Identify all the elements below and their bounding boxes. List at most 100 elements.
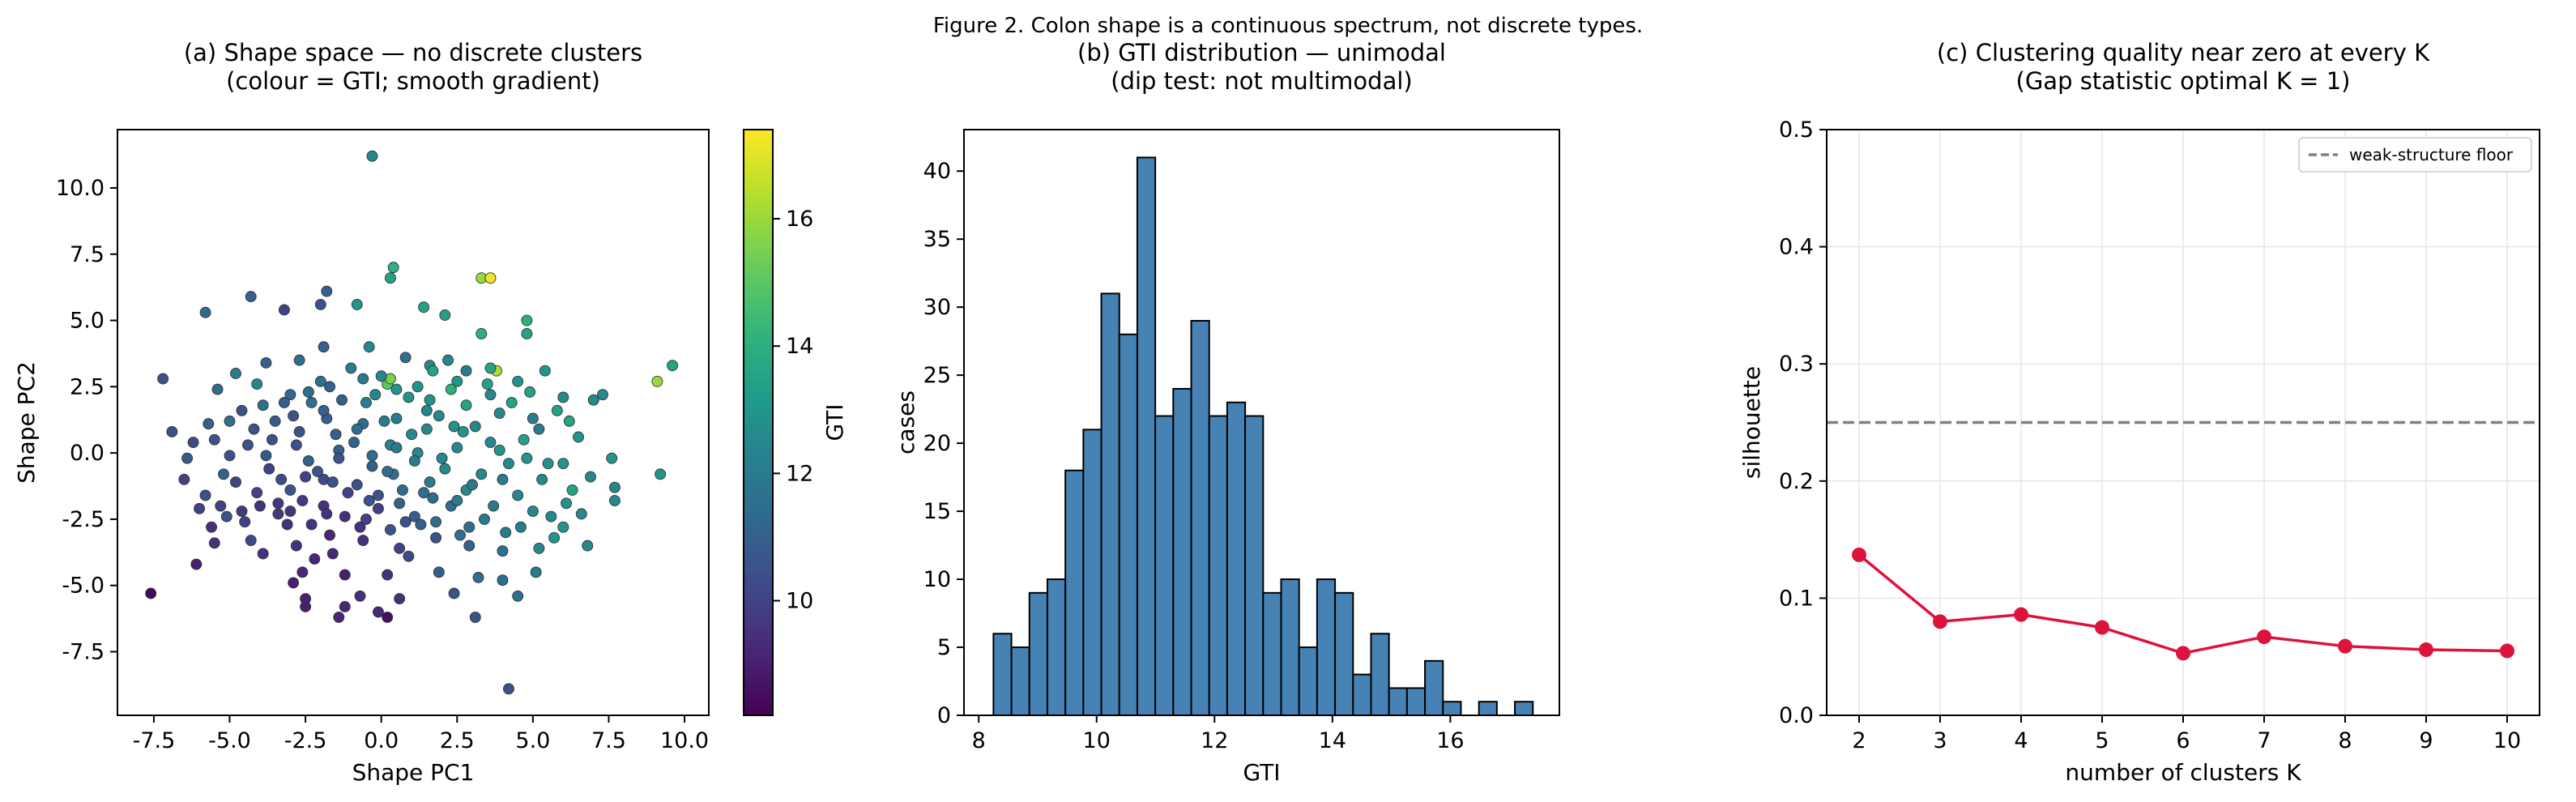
scatter-point-214 <box>309 553 321 565</box>
scatter-point-21 <box>399 352 412 364</box>
scatter-point-117 <box>448 587 460 599</box>
scatter-point-174 <box>505 397 518 408</box>
scatter-point-71 <box>608 481 621 493</box>
scatter-point-216 <box>203 418 215 430</box>
x-tick-label-c-7: 9 <box>2419 728 2433 753</box>
scatter-point-105 <box>245 535 257 547</box>
histogram-bar-29 <box>1514 701 1534 716</box>
silhouette-point-8 <box>2500 643 2514 659</box>
x-tick-label-c-5: 7 <box>2257 728 2271 753</box>
scatter-point-178 <box>533 423 545 435</box>
scatter-point-134 <box>236 404 248 416</box>
scatter-point-54 <box>248 423 260 435</box>
scatter-point-128 <box>145 587 157 599</box>
scatter-point-94 <box>557 521 569 533</box>
scatter-point-215 <box>403 550 415 562</box>
histogram-bar-6 <box>1100 292 1120 717</box>
scatter-point-194 <box>394 497 406 510</box>
scatter-point-83 <box>199 489 211 501</box>
scatter-point-9 <box>278 304 290 316</box>
colorbar-label: GTI <box>821 403 848 441</box>
y-tick-label-b-3: 15 <box>923 499 951 524</box>
scatter-point-81 <box>284 484 296 496</box>
scatter-point-207 <box>406 429 418 441</box>
scatter-point-88 <box>339 510 351 523</box>
scatter-point-97 <box>533 542 545 554</box>
x-tick-label-c-1: 3 <box>1933 728 1947 753</box>
scatter-point-227 <box>257 399 269 412</box>
histogram-bar-18 <box>1316 578 1337 716</box>
y-tick-label-c-1: 0.1 <box>1779 586 1814 611</box>
scatter-point-3 <box>387 262 399 274</box>
scatter-point-157 <box>403 391 415 403</box>
scatter-point-66 <box>484 437 497 448</box>
histogram-bar-3 <box>1046 578 1067 716</box>
scatter-point-219 <box>575 508 587 520</box>
x-tick-label-c-3: 5 <box>2095 728 2109 753</box>
scatter-point-167 <box>463 521 476 533</box>
x-tick-label-c-8: 10 <box>2493 728 2521 753</box>
histogram-bar-22 <box>1388 687 1408 716</box>
histogram-bar-7 <box>1118 333 1138 716</box>
histogram-bar-15 <box>1262 591 1282 716</box>
histogram-bar-27 <box>1478 701 1498 716</box>
y-tick-label-b-0: 0 <box>937 703 951 728</box>
scatter-point-24 <box>260 356 272 369</box>
scatter-point-130 <box>187 437 199 448</box>
x-tick-label-b-4: 16 <box>1436 728 1464 753</box>
scatter-point-56 <box>166 426 178 437</box>
scatter-point-206 <box>382 466 394 477</box>
panel-a-scatter: -7.5 -5.0 -2.5 0.0 2.5 5.0 7.5 10.0 -7.5 -5.0 -2.5… <box>13 39 848 786</box>
histogram-bar-8 <box>1136 156 1157 716</box>
scatter-point-85 <box>239 516 251 528</box>
histogram-bar-11 <box>1190 319 1210 716</box>
scatter-point-44 <box>597 389 608 401</box>
scatter-point-42 <box>557 391 569 403</box>
x-tick-label-b-1: 10 <box>1083 728 1111 753</box>
scatter-point-93 <box>514 521 527 533</box>
histogram-bar-5 <box>1082 429 1102 716</box>
histogram-bar-0 <box>992 633 1013 717</box>
scatter-point-84 <box>215 500 227 512</box>
panel-title-b-line1: (b) GTI distribution — unimodal <box>1077 39 1446 66</box>
scatter-point-0 <box>366 150 378 162</box>
scatter-point-171 <box>488 500 500 512</box>
colorbar-tick-label-1: 12 <box>786 461 813 486</box>
scatter-point-162 <box>433 410 445 422</box>
scatter-point-96 <box>582 540 594 552</box>
scatter-point-142 <box>312 466 324 477</box>
scatter-point-19 <box>539 365 551 377</box>
histogram-bar-17 <box>1298 646 1318 717</box>
scatter-point-164 <box>445 383 457 395</box>
scatter-point-154 <box>384 524 396 535</box>
scatter-point-150 <box>360 397 372 408</box>
x-tick-label-a-2: -2.5 <box>284 728 327 753</box>
histogram-bar-10 <box>1172 387 1192 716</box>
scatter-point-32 <box>324 381 336 393</box>
scatter-point-100 <box>430 531 442 544</box>
scatter-point-155 <box>390 442 403 454</box>
scatter-point-49 <box>420 404 433 416</box>
scatter-point-119 <box>354 590 366 602</box>
y-tick-label-c-3: 0.3 <box>1779 352 1814 377</box>
histogram-bar-21 <box>1370 633 1390 717</box>
scatter-point-203 <box>293 426 305 437</box>
y-tick-label-a-6: 7.5 <box>70 242 104 267</box>
histogram-bar-1 <box>1010 646 1030 717</box>
scatter-point-185 <box>242 439 254 451</box>
scatter-point-46 <box>527 412 539 424</box>
scatter-point-39 <box>451 375 463 387</box>
scatter-point-196 <box>430 516 442 528</box>
y-tick-label-a-7: 10.0 <box>56 176 104 201</box>
scatter-point-212 <box>272 497 284 510</box>
scatter-point-33 <box>357 373 369 385</box>
scatter-point-115 <box>530 566 542 578</box>
scatter-point-205 <box>351 423 363 435</box>
scatter-point-41 <box>512 375 524 387</box>
scatter-point-123 <box>339 600 351 612</box>
y-tick-label-a-5: 5.0 <box>70 309 104 334</box>
scatter-point-220 <box>236 506 248 518</box>
scatter-point-7 <box>245 291 257 303</box>
histogram-bar-23 <box>1405 687 1427 716</box>
x-tick-label-a-6: 7.5 <box>591 728 626 753</box>
